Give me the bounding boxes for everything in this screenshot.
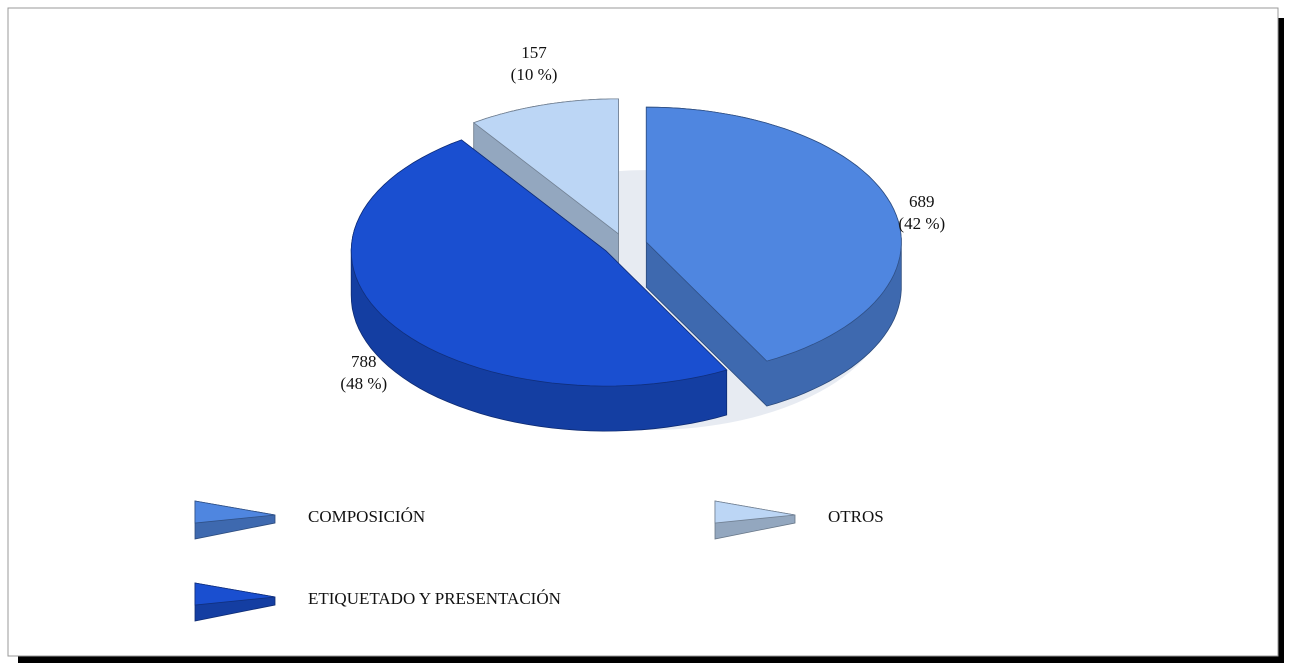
data-label: 157: [521, 43, 547, 62]
legend-swatch: [714, 500, 796, 540]
slice-top: [350, 139, 728, 387]
legend-swatch-top: [194, 500, 276, 524]
slice-top: [645, 106, 902, 362]
legend-label: OTROS: [828, 507, 884, 526]
legend-swatch: [194, 582, 276, 622]
legend-swatch: [194, 500, 276, 540]
data-label: 689: [909, 192, 935, 211]
slice-top: [472, 98, 619, 235]
legend-label: ETIQUETADO Y PRESENTACIÓN: [308, 589, 561, 608]
percent-label: (10 %): [511, 65, 558, 84]
slice: [350, 139, 728, 432]
percent-label: (42 %): [898, 214, 945, 233]
legend-label: COMPOSICIÓN: [308, 507, 425, 526]
legend-swatch-top: [714, 500, 796, 524]
slice: [645, 106, 902, 407]
legend-swatch-top: [194, 582, 276, 606]
percent-label: (48 %): [340, 374, 387, 393]
data-label: 788: [351, 352, 377, 371]
